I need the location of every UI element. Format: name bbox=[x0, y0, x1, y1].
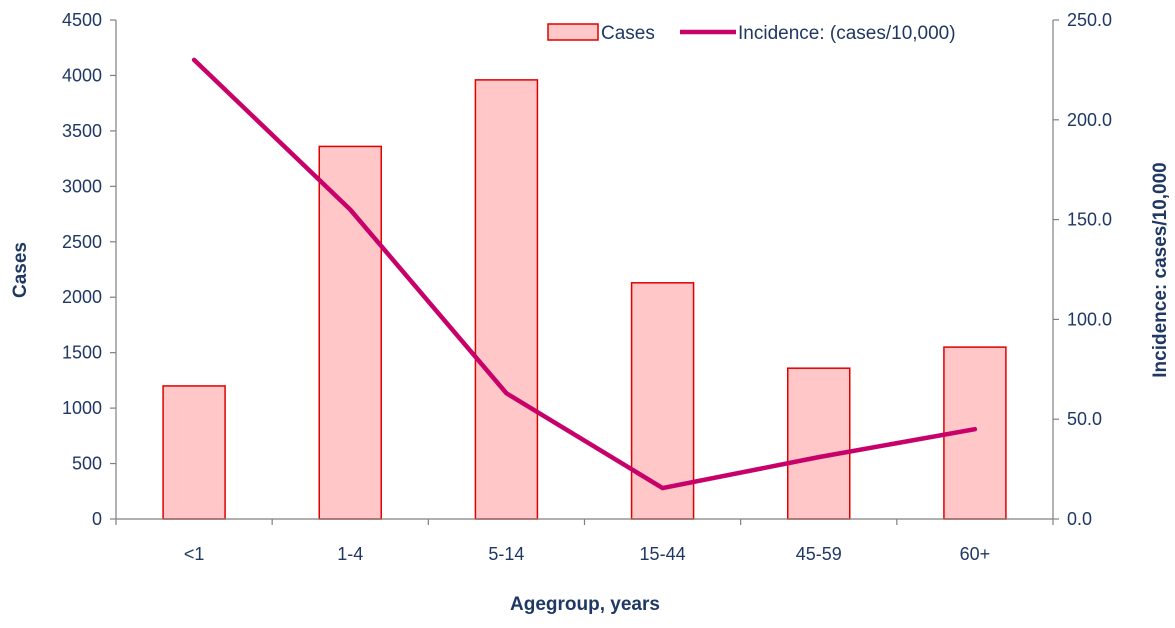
x-tick-label: <1 bbox=[184, 544, 205, 564]
x-tick-label: 45-59 bbox=[796, 544, 842, 564]
legend-label-incidence: Incidence: (cases/10,000) bbox=[738, 23, 956, 44]
y-tick-label: 2000 bbox=[62, 287, 102, 307]
y2-tick-label: 200.0 bbox=[1067, 110, 1112, 130]
y2-tick-label: 150.0 bbox=[1067, 210, 1112, 230]
bar-cases bbox=[318, 145, 382, 520]
bar-cases bbox=[474, 79, 539, 520]
x-tick-label: 1-4 bbox=[337, 544, 363, 564]
axes bbox=[110, 19, 1059, 525]
y-tick-label: 1000 bbox=[62, 398, 102, 418]
y-tick-label: 1500 bbox=[62, 343, 102, 363]
y-axis-title: Cases bbox=[10, 242, 31, 298]
x-tick-label: 15-44 bbox=[640, 544, 686, 564]
y-tick-label: 3500 bbox=[62, 121, 102, 141]
y2-tick-label: 0.0 bbox=[1067, 509, 1092, 529]
x-axis-title: Agegroup, years bbox=[510, 594, 660, 615]
legend: Cases Incidence: (cases/10,000) bbox=[547, 23, 956, 44]
legend-swatch-cases bbox=[547, 23, 599, 41]
bar-cases bbox=[787, 367, 851, 520]
y-tick-label: 2500 bbox=[62, 232, 102, 252]
x-tick-label: 5-14 bbox=[488, 544, 524, 564]
y2-axis-title: Incidence: cases/10,000 bbox=[1150, 162, 1171, 377]
y-tick-label: 0 bbox=[92, 509, 102, 529]
bar-cases bbox=[630, 282, 695, 520]
incidence-line bbox=[191, 57, 978, 491]
y-tick-label: 4500 bbox=[62, 10, 102, 30]
y2-tick-label: 100.0 bbox=[1067, 309, 1112, 329]
y2-tick-label: 250.0 bbox=[1067, 10, 1112, 30]
y-tick-label: 500 bbox=[72, 454, 102, 474]
tick-labels: 0 500 1000 1500 2000 2500 3000 3500 4000 4500 0.0 5… bbox=[62, 10, 1112, 564]
bars bbox=[162, 79, 1007, 520]
y-tick-label: 3000 bbox=[62, 176, 102, 196]
y2-tick-label: 50.0 bbox=[1067, 409, 1102, 429]
y-tick-label: 4000 bbox=[62, 65, 102, 85]
incidence-line-layer bbox=[191, 57, 978, 491]
legend-label-cases: Cases bbox=[601, 23, 655, 44]
bar-cases bbox=[162, 385, 226, 520]
x-tick-label: 60+ bbox=[960, 544, 991, 564]
